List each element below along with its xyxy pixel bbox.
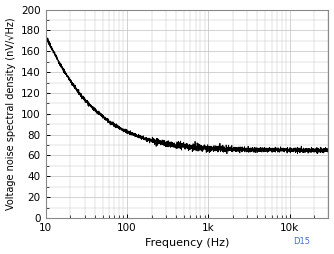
X-axis label: Frequency (Hz): Frequency (Hz) <box>145 239 229 248</box>
Y-axis label: Voltage noise spectral density (nV/√Hz): Voltage noise spectral density (nV/√Hz) <box>6 18 16 210</box>
Text: D15: D15 <box>294 237 311 246</box>
